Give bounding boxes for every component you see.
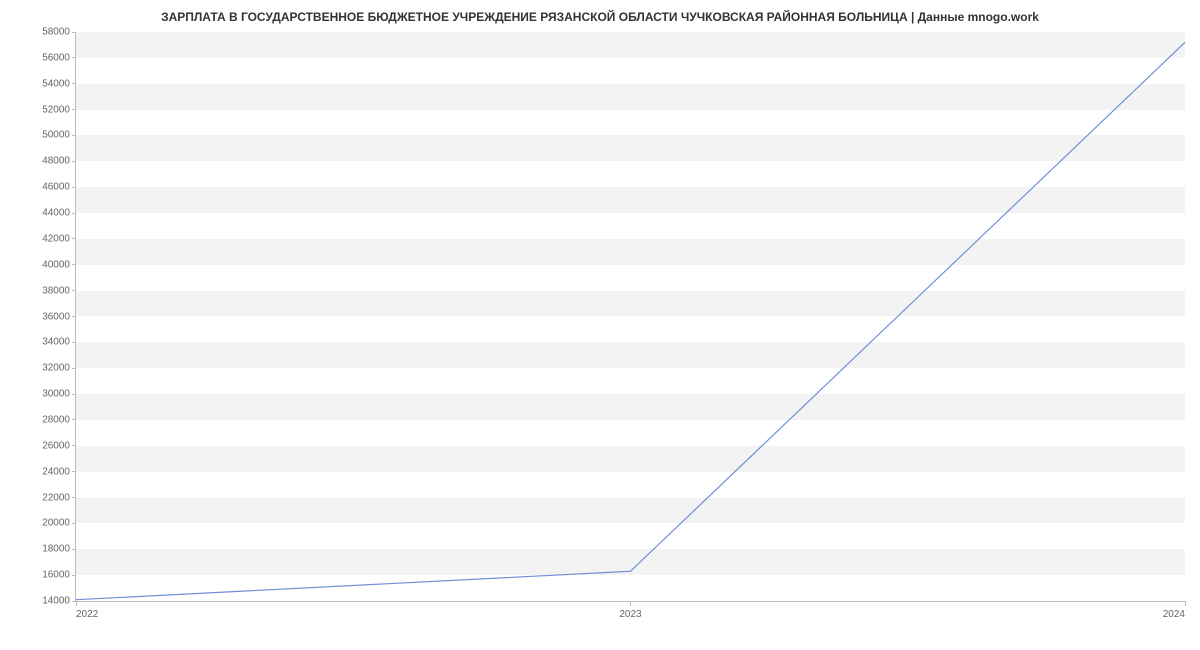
x-tick-mark (76, 601, 77, 606)
y-tick-mark (72, 394, 76, 395)
y-tick-label: 30000 (42, 389, 70, 400)
y-tick-label: 40000 (42, 259, 70, 270)
y-tick-label: 16000 (42, 570, 70, 581)
y-tick-mark (72, 342, 76, 343)
y-tick-mark (72, 57, 76, 58)
y-tick-label: 38000 (42, 285, 70, 296)
y-tick-label: 58000 (42, 27, 70, 38)
y-tick-mark (72, 523, 76, 524)
chart-area: 1400016000180002000022000240002600028000… (75, 32, 1185, 602)
y-tick-label: 18000 (42, 544, 70, 555)
y-tick-mark (72, 445, 76, 446)
x-tick-label: 2024 (1163, 609, 1185, 620)
y-tick-mark (72, 497, 76, 498)
y-tick-mark (72, 549, 76, 550)
y-tick-label: 22000 (42, 492, 70, 503)
y-tick-mark (72, 290, 76, 291)
y-tick-mark (72, 316, 76, 317)
y-tick-mark (72, 238, 76, 239)
y-tick-label: 34000 (42, 337, 70, 348)
y-tick-mark (72, 135, 76, 136)
y-tick-mark (72, 187, 76, 188)
y-tick-label: 36000 (42, 311, 70, 322)
x-tick-label: 2023 (619, 609, 641, 620)
x-tick-mark (1185, 601, 1186, 606)
y-tick-label: 42000 (42, 233, 70, 244)
y-tick-label: 32000 (42, 363, 70, 374)
y-tick-mark (72, 471, 76, 472)
series-line (76, 42, 1185, 599)
line-series (76, 32, 1185, 601)
y-tick-label: 44000 (42, 208, 70, 219)
y-tick-label: 24000 (42, 466, 70, 477)
y-tick-mark (72, 109, 76, 110)
y-tick-mark (72, 368, 76, 369)
y-tick-label: 48000 (42, 156, 70, 167)
y-tick-label: 14000 (42, 596, 70, 607)
y-tick-mark (72, 161, 76, 162)
y-tick-label: 20000 (42, 518, 70, 529)
y-tick-label: 52000 (42, 104, 70, 115)
x-tick-label: 2022 (76, 609, 98, 620)
y-tick-mark (72, 213, 76, 214)
y-tick-label: 54000 (42, 78, 70, 89)
y-tick-mark (72, 575, 76, 576)
x-tick-mark (630, 601, 631, 606)
y-tick-label: 56000 (42, 52, 70, 63)
y-tick-mark (72, 83, 76, 84)
y-tick-label: 28000 (42, 414, 70, 425)
y-tick-mark (72, 264, 76, 265)
y-tick-label: 46000 (42, 182, 70, 193)
y-tick-label: 26000 (42, 440, 70, 451)
plot-area: 1400016000180002000022000240002600028000… (75, 32, 1185, 602)
chart-title: ЗАРПЛАТА В ГОСУДАРСТВЕННОЕ БЮДЖЕТНОЕ УЧР… (0, 0, 1200, 32)
y-tick-label: 50000 (42, 130, 70, 141)
y-tick-mark (72, 419, 76, 420)
y-tick-mark (72, 32, 76, 33)
